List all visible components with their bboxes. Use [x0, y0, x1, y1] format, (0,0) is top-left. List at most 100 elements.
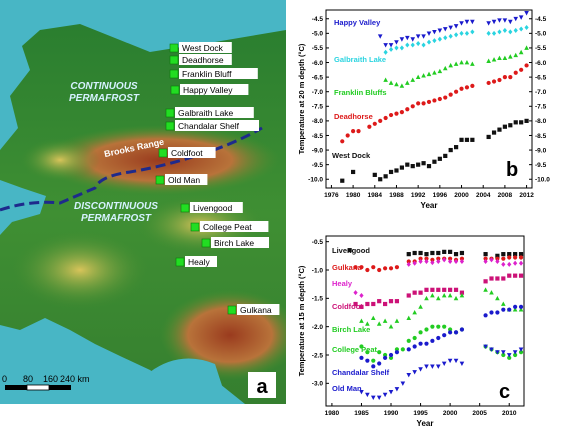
site-label: Birch Lake [214, 238, 254, 248]
data-point [513, 304, 518, 309]
site-label-box [179, 68, 258, 79]
series-label: Chandalar Shelf [332, 368, 390, 377]
series-coldfoot [353, 273, 524, 309]
data-point [340, 139, 345, 144]
data-point [524, 45, 529, 50]
data-point [518, 49, 524, 55]
data-point [501, 307, 506, 312]
site-label: Coldfoot [171, 148, 203, 158]
series-label: Birch Lake [332, 325, 370, 334]
data-point [412, 344, 417, 349]
data-point [399, 165, 404, 170]
data-point [443, 95, 448, 100]
data-point [518, 307, 524, 312]
data-point [470, 137, 475, 142]
data-point [359, 318, 364, 323]
data-point [502, 75, 507, 80]
data-point [424, 256, 429, 261]
series-happy-valley [377, 11, 529, 48]
data-point [518, 304, 524, 309]
data-point [424, 364, 429, 369]
data-point [406, 315, 412, 321]
data-point [377, 350, 382, 355]
data-point [442, 324, 447, 329]
continuous-label-line1: CONTINUOUS [70, 81, 138, 92]
data-point [448, 92, 453, 97]
data-point [447, 358, 453, 364]
data-point [497, 127, 502, 132]
data-point [394, 40, 399, 45]
data-point [378, 177, 383, 182]
scale-tick-0: 0 [2, 374, 7, 384]
series-old-man [359, 344, 524, 401]
data-point [432, 159, 437, 164]
data-point [437, 96, 442, 102]
series-label: College Peat [332, 345, 378, 354]
series-label: Coldfoot [332, 302, 363, 311]
site-marker [169, 55, 179, 65]
data-point [365, 321, 370, 326]
y-tick-label: -1.5 [312, 296, 324, 303]
data-point [421, 73, 426, 78]
site-label: Chandalar Shelf [178, 121, 240, 131]
chart-b-20m: 1976 1980 1984 1988 1992 1996 2000 2004 2008 2012… [297, 9, 550, 210]
panel-a-label: a [256, 376, 268, 398]
data-point [497, 29, 502, 35]
site-marker [169, 43, 179, 53]
data-point [388, 169, 394, 175]
data-point [459, 256, 465, 261]
data-point [388, 352, 394, 358]
data-point [426, 31, 432, 36]
data-point [371, 364, 376, 369]
data-point [459, 361, 465, 367]
data-point [518, 15, 524, 20]
y-tick-label: -10.0 [308, 177, 323, 184]
scale-seg-1 [5, 385, 27, 390]
right-y-tick-label: -5.0 [535, 31, 547, 38]
site-marker [201, 238, 211, 248]
data-point [432, 29, 437, 35]
data-point [388, 43, 394, 48]
x-tick-label: 1980 [325, 410, 340, 417]
data-point [448, 147, 453, 153]
data-point [394, 81, 399, 87]
data-point [400, 381, 406, 386]
series-label: Livengood [332, 246, 370, 255]
data-point [497, 55, 502, 61]
data-point [359, 389, 364, 395]
data-point [507, 252, 512, 257]
site-label-box [175, 107, 254, 118]
site-label-box [237, 304, 280, 315]
data-point [394, 45, 399, 51]
y-tick-label: -5.5 [312, 45, 324, 52]
data-point [365, 350, 370, 355]
data-point [388, 324, 394, 329]
data-point [405, 107, 410, 112]
data-point [518, 252, 524, 257]
data-point [512, 307, 518, 312]
right-y-tick-label: -6.0 [535, 60, 547, 67]
plot-frame [325, 235, 525, 407]
data-point [486, 80, 491, 86]
data-point [491, 79, 497, 84]
data-point [483, 256, 488, 261]
data-point [347, 248, 352, 253]
data-point [512, 350, 518, 355]
data-point [508, 19, 513, 25]
data-point [489, 290, 494, 295]
data-point [406, 293, 411, 298]
data-point [470, 83, 475, 88]
data-point [501, 256, 506, 261]
data-point [497, 18, 502, 23]
data-point [406, 347, 411, 352]
data-point [518, 347, 524, 352]
data-point [377, 299, 382, 304]
data-point [470, 29, 475, 35]
y-tick-label: -8.5 [312, 133, 324, 140]
data-point [426, 71, 432, 77]
scale-tick-80: 80 [23, 374, 33, 384]
data-point [459, 137, 464, 142]
data-point [388, 80, 394, 85]
y-tick-label: -9.5 [312, 162, 324, 169]
data-point [394, 111, 399, 116]
